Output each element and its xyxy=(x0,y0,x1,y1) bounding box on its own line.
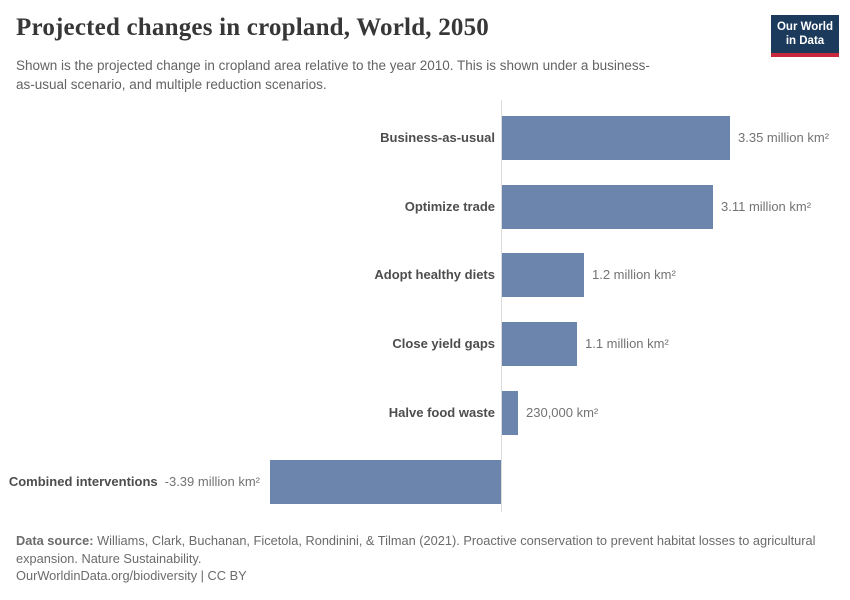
bar-close-yield-gaps[interactable] xyxy=(502,322,577,366)
category-label: Optimize trade xyxy=(404,199,495,214)
value-label: 1.1 million km² xyxy=(585,336,669,351)
bar-adopt-healthy-diets[interactable] xyxy=(502,253,584,297)
bar-combined-interventions[interactable] xyxy=(270,460,501,504)
category-label: Adopt healthy diets xyxy=(374,267,495,282)
footer-license-suffix: | CC BY xyxy=(197,568,247,583)
category-and-value-label: Combined interventions -3.39 million km² xyxy=(9,460,260,504)
bar-optimize-trade[interactable] xyxy=(502,185,713,229)
chart-subtitle: Shown is the projected change in croplan… xyxy=(16,58,650,92)
bar-halve-food-waste[interactable] xyxy=(502,391,518,435)
value-label: -3.39 million km² xyxy=(164,474,260,489)
value-label: 230,000 km² xyxy=(526,405,599,420)
footer-source: Data source: Williams, Clark, Buchanan, … xyxy=(16,532,834,568)
chart-title: Projected changes in cropland, World, 20… xyxy=(16,14,489,41)
owid-logo[interactable]: Our World in Data xyxy=(771,15,839,57)
footer-license-line: OurWorldinData.org/biodiversity | CC BY xyxy=(16,568,834,583)
footer-source-label: Data source: xyxy=(16,533,94,548)
footer-source-text: Williams, Clark, Buchanan, Ficetola, Ron… xyxy=(16,533,816,566)
value-label: 3.11 million km² xyxy=(721,199,812,214)
value-label: 3.35 million km² xyxy=(738,130,830,145)
bar-business-as-usual[interactable] xyxy=(502,116,730,160)
value-label: 1.2 million km² xyxy=(592,267,676,282)
category-label: Combined interventions xyxy=(8,474,158,489)
owid-logo-line2: in Data xyxy=(785,35,825,47)
owid-logo-line1: Our World xyxy=(776,21,833,33)
category-label: Halve food waste xyxy=(388,405,495,420)
owid-url-link[interactable]: OurWorldinData.org/biodiversity xyxy=(16,568,198,583)
category-label: Business-as-usual xyxy=(380,130,495,145)
zero-axis-line xyxy=(501,100,502,512)
category-label: Close yield gaps xyxy=(392,336,495,351)
chart: Business-as-usual 3.35 million km² Optimiz… xyxy=(0,100,850,512)
